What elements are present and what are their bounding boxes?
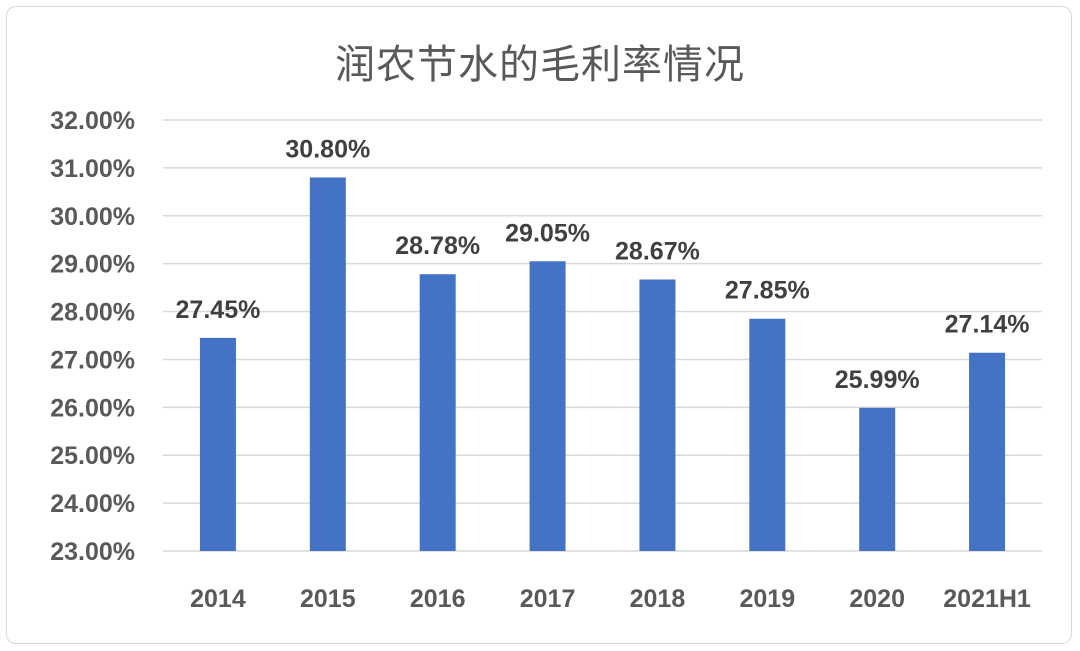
data-label: 25.99%: [835, 366, 920, 394]
x-tick-label: 2018: [630, 585, 686, 613]
y-tick-label: 29.00%: [50, 251, 135, 279]
y-tick-label: 26.00%: [50, 394, 135, 422]
data-label: 27.85%: [725, 277, 810, 305]
y-tick-label: 23.00%: [50, 538, 135, 566]
y-tick-label: 32.00%: [50, 107, 135, 135]
data-labels: 27.45% 30.80% 28.78% 29.05% 28.67% 27.85% 25.9…: [176, 135, 1030, 393]
bar: [859, 407, 896, 551]
x-tick-label: 2015: [300, 585, 356, 613]
x-tick-label: 2019: [740, 585, 796, 613]
y-tick-label: 27.00%: [50, 346, 135, 374]
bar: [529, 261, 566, 551]
x-axis-tick-labels: 2014 2015 2016 2017 2018 2019 2020 2021H1: [190, 585, 1031, 613]
bar: [199, 337, 236, 551]
bar: [749, 318, 786, 551]
y-tick-label: 31.00%: [50, 155, 135, 183]
y-axis-tick-labels: 23.00% 24.00% 25.00% 26.00% 27.00% 28.00% 29.0…: [50, 107, 135, 566]
data-label: 30.80%: [285, 135, 370, 163]
x-tick-label: 2016: [410, 585, 466, 613]
bars: [199, 177, 1006, 551]
data-label: 28.78%: [395, 232, 480, 260]
y-tick-label: 30.00%: [50, 203, 135, 231]
x-tick-label: 2021H1: [943, 585, 1031, 613]
y-tick-label: 24.00%: [50, 490, 135, 518]
x-tick-label: 2020: [849, 585, 905, 613]
chart-title: 润农节水的毛利率情况: [335, 42, 745, 88]
x-tick-label: 2017: [520, 585, 576, 613]
data-label: 27.45%: [176, 296, 261, 324]
bar: [419, 274, 456, 551]
bar: [969, 352, 1006, 551]
y-tick-label: 25.00%: [50, 442, 135, 470]
gridlines: [163, 119, 1042, 552]
data-label: 27.14%: [945, 311, 1030, 339]
data-label: 29.05%: [505, 219, 590, 247]
bar: [309, 177, 346, 551]
data-label: 28.67%: [615, 237, 700, 265]
bar: [639, 279, 676, 551]
x-tick-label: 2014: [190, 585, 246, 613]
y-tick-label: 28.00%: [50, 299, 135, 327]
